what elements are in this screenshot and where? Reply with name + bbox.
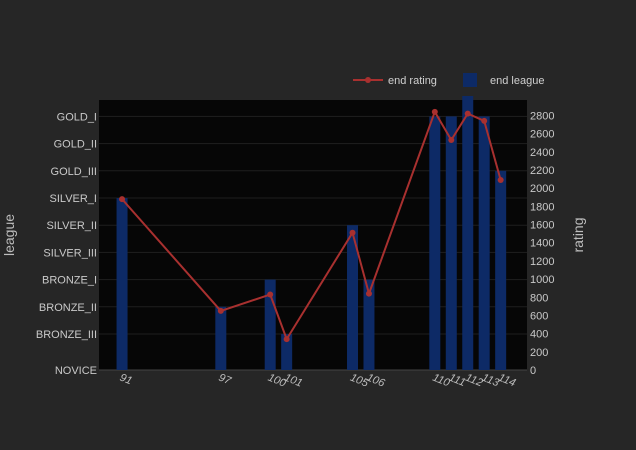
- bar: [445, 116, 457, 371]
- bar: [462, 96, 474, 370]
- line-series: [119, 108, 504, 343]
- rating-point: [365, 290, 372, 297]
- league-tick-label: SILVER_III: [43, 247, 97, 259]
- bar: [215, 306, 227, 370]
- rating-point: [283, 336, 290, 343]
- league-axis-title: league: [1, 214, 17, 256]
- legend-item-end-league[interactable]: end league: [463, 73, 544, 87]
- bar: [116, 198, 128, 370]
- rating-point: [119, 196, 126, 203]
- rating-point: [349, 229, 356, 236]
- league-tick-label: BRONZE_I: [42, 275, 97, 287]
- rating-point: [497, 177, 504, 183]
- bar: [264, 279, 276, 370]
- legend-label-end-rating: end rating: [388, 75, 437, 87]
- league-tick-label: SILVER_I: [50, 193, 98, 205]
- rating-point: [431, 108, 438, 115]
- league-tick-label: SILVER_II: [46, 220, 97, 232]
- x-tick-label: 101: [283, 372, 305, 390]
- rating-tick-label: 600: [530, 310, 548, 322]
- bar: [363, 279, 375, 370]
- legend-label-end-league: end league: [490, 75, 544, 87]
- rating-tick-label: 800: [530, 292, 548, 304]
- x-tick-label: 97: [217, 372, 234, 388]
- league-tick-label: GOLD_II: [54, 139, 97, 151]
- x-tick-label: 106: [365, 372, 387, 390]
- rating-tick-label: 1200: [530, 256, 554, 268]
- rating-point: [217, 307, 224, 314]
- rating-tick-label: 1400: [530, 238, 554, 250]
- league-tick-label: GOLD_I: [57, 111, 97, 123]
- league-tick-label: BRONZE_III: [36, 329, 97, 341]
- rating-tick-label: 2000: [530, 183, 554, 195]
- rating-tick-label: 0: [530, 365, 536, 377]
- bar: [495, 170, 507, 370]
- rating-point: [448, 137, 455, 143]
- x-tick-label: 91: [118, 372, 134, 388]
- bar: [347, 225, 359, 370]
- bar: [478, 116, 490, 371]
- rating-axis-ticks: 0 200 400 600 800 1000 1200 1400 1600 1800 2000 220…: [530, 110, 554, 377]
- rating-tick-label: 2800: [530, 110, 554, 122]
- rating-tick-label: 1600: [530, 220, 554, 232]
- rating-tick-label: 1800: [530, 201, 554, 213]
- rating-tick-label: 2200: [530, 165, 554, 177]
- x-tick-label: 111: [447, 372, 467, 389]
- legend-item-end-rating[interactable]: end rating: [353, 75, 437, 87]
- league-tick-label: BRONZE_II: [39, 302, 97, 314]
- league-tick-label: NOVICE: [55, 365, 97, 377]
- rating-tick-label: 2600: [530, 129, 554, 141]
- rating-axis-title: rating: [570, 217, 586, 252]
- league-axis-ticks: NOVICE BRONZE_III BRONZE_II BRONZE_I SILVER_…: [36, 111, 97, 377]
- rating-point: [481, 117, 488, 124]
- rating-tick-label: 200: [530, 347, 548, 359]
- bar: [429, 116, 441, 371]
- rating-tick-label: 1000: [530, 274, 554, 286]
- league-tick-label: GOLD_III: [51, 166, 97, 178]
- rating-point: [267, 291, 274, 298]
- legend: end rating end league: [353, 73, 544, 87]
- bar: [281, 334, 293, 370]
- rating-point: [464, 110, 471, 117]
- rating-tick-label: 2400: [530, 147, 554, 159]
- x-tick-label: 114: [497, 372, 518, 390]
- rating-tick-label: 400: [530, 329, 548, 341]
- bar-series: [116, 96, 507, 371]
